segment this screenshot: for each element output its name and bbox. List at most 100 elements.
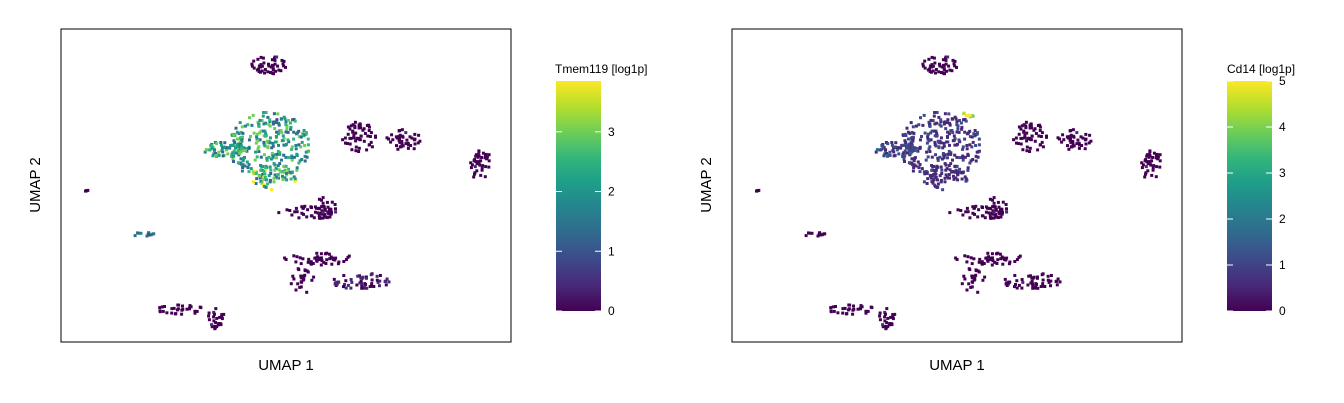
data-point — [892, 150, 896, 154]
data-point — [221, 146, 225, 150]
data-point — [288, 209, 292, 212]
data-point — [281, 62, 285, 66]
data-point — [956, 208, 960, 212]
data-point — [321, 212, 324, 216]
data-point — [1004, 282, 1008, 286]
data-point — [246, 166, 250, 170]
data-point — [923, 172, 927, 176]
data-point — [295, 168, 299, 172]
data-point — [945, 121, 949, 125]
data-point — [262, 169, 266, 173]
data-point — [891, 315, 895, 319]
data-point — [905, 146, 908, 150]
data-point — [290, 213, 294, 217]
data-point — [260, 165, 264, 169]
data-point — [967, 267, 971, 271]
data-point — [302, 277, 306, 281]
data-point — [145, 234, 149, 238]
data-point — [1158, 159, 1162, 163]
data-point — [831, 305, 835, 309]
data-point — [193, 311, 197, 315]
data-point — [248, 138, 251, 142]
data-point — [874, 150, 878, 154]
data-point — [950, 117, 954, 121]
data-point — [1047, 280, 1051, 284]
data-point — [992, 212, 995, 216]
data-point — [348, 136, 352, 140]
data-point — [1000, 207, 1004, 211]
data-point — [938, 123, 942, 127]
data-point — [908, 132, 912, 135]
data-point — [951, 158, 954, 162]
data-point — [903, 139, 907, 143]
data-point — [238, 140, 242, 144]
data-point — [963, 137, 967, 141]
data-point — [260, 64, 264, 68]
data-point — [293, 119, 297, 123]
data-point — [912, 159, 916, 163]
data-point — [1151, 168, 1155, 172]
data-point — [955, 123, 959, 127]
data-point — [819, 233, 823, 237]
data-point — [319, 211, 323, 215]
data-point — [280, 139, 284, 143]
data-point — [258, 65, 262, 69]
data-point — [277, 68, 281, 72]
data-point — [237, 132, 241, 135]
data-point — [1041, 145, 1045, 149]
data-point — [875, 148, 879, 152]
data-point — [1068, 138, 1072, 142]
data-point — [852, 307, 856, 311]
data-point — [481, 151, 485, 155]
data-point — [881, 325, 885, 329]
data-point — [362, 139, 366, 143]
data-point — [960, 127, 964, 131]
data-point — [294, 288, 298, 292]
data-point — [286, 138, 290, 142]
data-point — [936, 182, 940, 186]
data-point — [1037, 134, 1041, 138]
data-point — [912, 149, 916, 153]
data-point — [929, 174, 933, 178]
data-point — [901, 154, 905, 158]
data-point — [971, 140, 975, 144]
data-point — [226, 152, 230, 156]
data-point — [916, 160, 920, 164]
data-point — [1029, 274, 1032, 278]
data-point — [258, 118, 262, 122]
data-point — [969, 285, 973, 289]
data-point — [973, 129, 977, 132]
data-point — [1149, 163, 1153, 167]
data-point — [250, 64, 254, 68]
data-point — [1151, 166, 1155, 169]
data-point — [974, 159, 978, 163]
data-point — [259, 129, 263, 133]
data-point — [1152, 151, 1156, 155]
data-point — [212, 315, 216, 319]
data-point — [956, 127, 960, 131]
data-point — [267, 174, 271, 178]
data-point — [290, 158, 294, 162]
data-point — [133, 234, 137, 238]
data-point — [274, 121, 278, 125]
colorbar-tick-label: 0 — [608, 304, 615, 318]
data-point — [267, 155, 271, 159]
data-point — [971, 205, 975, 209]
data-point — [929, 176, 933, 180]
data-point — [916, 149, 920, 153]
data-point — [937, 146, 941, 150]
data-point — [313, 210, 317, 214]
data-point — [961, 156, 965, 159]
plot-frame — [731, 28, 1183, 343]
data-point — [892, 154, 896, 158]
data-point — [964, 119, 968, 123]
data-point — [256, 120, 260, 124]
data-point — [935, 111, 939, 114]
data-point — [885, 321, 889, 325]
data-point — [297, 161, 301, 165]
data-point — [1071, 139, 1075, 143]
data-point — [947, 173, 951, 176]
data-point — [271, 64, 275, 68]
data-point — [912, 166, 916, 169]
